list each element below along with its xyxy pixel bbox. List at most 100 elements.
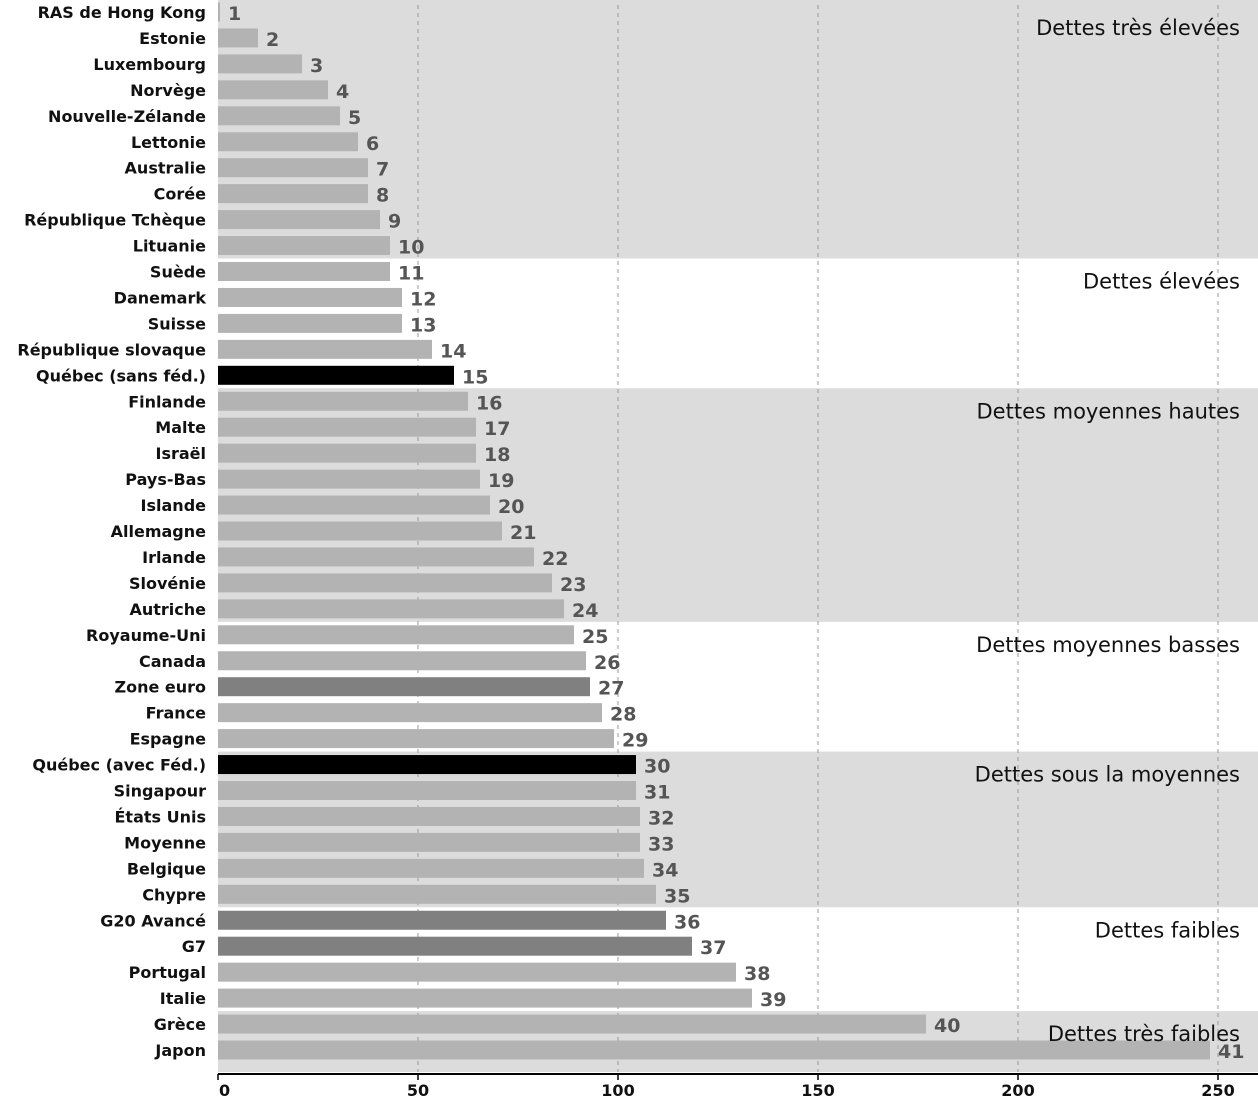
category-label-23: Slovénie (129, 574, 206, 593)
bar-28 (218, 703, 602, 723)
bar-16 (218, 391, 468, 411)
bar-9 (218, 210, 380, 230)
band-label-1: Dettes élevées (1083, 270, 1240, 294)
category-label-11: Suède (150, 263, 206, 282)
bar-22 (218, 547, 534, 567)
rank-label-24: 24 (572, 600, 598, 622)
category-label-5: Nouvelle-Zélande (48, 107, 206, 126)
rank-label-25: 25 (582, 626, 608, 648)
rank-label-27: 27 (598, 678, 624, 700)
rank-label-12: 12 (410, 288, 436, 310)
category-label-30: Québec (avec Féd.) (32, 756, 206, 775)
rank-label-39: 39 (760, 989, 786, 1011)
category-label-35: Chypre (142, 885, 206, 904)
x-tick-label-200: 200 (1001, 1081, 1034, 1100)
band-background-4 (218, 751, 1258, 908)
rank-label-3: 3 (310, 55, 323, 77)
bar-23 (218, 573, 552, 593)
band-background-0 (218, 0, 1258, 259)
bar-33 (218, 832, 640, 852)
rank-label-23: 23 (560, 574, 586, 596)
category-label-15: Québec (sans féd.) (36, 366, 206, 385)
bar-8 (218, 184, 368, 204)
rank-label-2: 2 (266, 29, 279, 51)
bar-27 (218, 677, 590, 697)
rank-label-41: 41 (1218, 1041, 1244, 1063)
rank-label-8: 8 (376, 185, 389, 207)
category-labels: RAS de Hong Kong Estonie Luxembourg Norvège… (17, 3, 206, 1060)
bar-14 (218, 339, 432, 359)
rank-label-14: 14 (440, 340, 466, 362)
rank-label-40: 40 (934, 1015, 960, 1037)
category-label-10: Lituanie (133, 237, 206, 256)
bar-36 (218, 910, 666, 930)
rank-label-4: 4 (336, 81, 349, 103)
category-label-25: Royaume-Uni (86, 626, 206, 645)
rank-label-5: 5 (348, 107, 361, 129)
bar-11 (218, 262, 390, 281)
category-label-37: G7 (182, 937, 206, 956)
bar-13 (218, 313, 402, 333)
rank-label-37: 37 (700, 937, 726, 959)
x-tick-label-100: 100 (601, 1081, 634, 1100)
bar-12 (218, 287, 402, 307)
bar-17 (218, 417, 476, 437)
rank-label-18: 18 (484, 444, 510, 466)
category-label-33: Moyenne (124, 833, 206, 852)
category-label-14: République slovaque (17, 340, 206, 359)
category-label-16: Finlande (128, 392, 206, 411)
category-label-24: Autriche (129, 600, 206, 619)
bars (218, 2, 1210, 1060)
rank-label-11: 11 (398, 263, 424, 285)
rank-label-22: 22 (542, 548, 568, 570)
category-label-39: Italie (160, 989, 206, 1008)
category-label-20: Islande (141, 496, 207, 515)
category-label-8: Corée (154, 185, 206, 204)
category-label-21: Allemagne (111, 522, 207, 541)
bar-1 (218, 2, 220, 22)
bar-24 (218, 599, 564, 619)
category-label-29: Espagne (130, 730, 207, 749)
bar-5 (218, 106, 340, 126)
category-label-18: Israël (156, 444, 207, 463)
x-axis: 0 50 100 150 200 250 (217, 1073, 1258, 1100)
band-label-0: Dettes très élevées (1036, 16, 1240, 40)
rank-label-10: 10 (398, 237, 424, 259)
band-labels: Dettes très élevées Dettes élevées Dettes … (975, 16, 1240, 1046)
bar-7 (218, 158, 368, 178)
rank-label-7: 7 (376, 159, 389, 181)
bar-29 (218, 729, 614, 749)
category-label-2: Estonie (139, 29, 206, 48)
bar-38 (218, 962, 736, 982)
category-label-1: RAS de Hong Kong (38, 3, 206, 22)
category-label-31: Singapour (114, 782, 206, 801)
rank-label-35: 35 (664, 885, 690, 907)
x-tick-label-0: 0 (219, 1081, 230, 1100)
band-label-4: Dettes sous la moyennes (975, 763, 1240, 787)
bar-19 (218, 469, 480, 489)
bar-25 (218, 625, 574, 645)
x-tick-label-150: 150 (801, 1081, 834, 1100)
x-tick-label-250: 250 (1201, 1081, 1234, 1100)
rank-label-30: 30 (644, 756, 670, 778)
bar-34 (218, 858, 644, 878)
bar-3 (218, 54, 302, 74)
bar-21 (218, 521, 502, 541)
bar-26 (218, 651, 586, 671)
bar-31 (218, 781, 636, 800)
bar-15 (218, 365, 454, 385)
rank-label-15: 15 (462, 366, 488, 388)
bar-2 (218, 28, 258, 48)
category-label-28: France (146, 704, 206, 723)
category-label-36: G20 Avancé (100, 911, 206, 930)
rank-label-28: 28 (610, 704, 636, 726)
category-label-12: Danemark (114, 288, 207, 307)
rank-label-33: 33 (648, 833, 674, 855)
x-tick-label-50: 50 (407, 1081, 429, 1100)
bar-39 (218, 988, 752, 1008)
category-label-41: Japon (154, 1041, 206, 1060)
rank-label-38: 38 (744, 963, 770, 985)
category-label-17: Malte (155, 418, 206, 437)
rank-label-32: 32 (648, 807, 674, 829)
